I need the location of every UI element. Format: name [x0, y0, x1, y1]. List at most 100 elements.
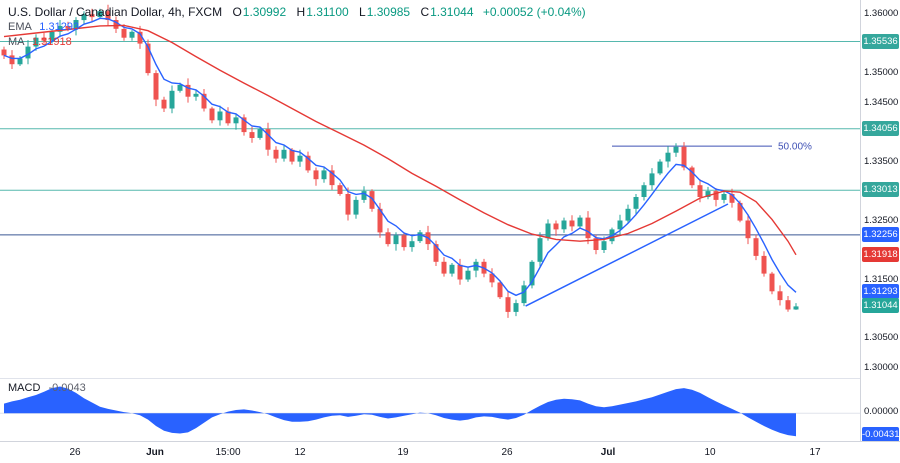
- price-level-badge: 1.34056: [862, 121, 899, 136]
- candle-body: [65, 25, 71, 29]
- candle-body: [177, 84, 183, 91]
- price-axis-label: 1.32500: [864, 215, 899, 226]
- ma-legend-row[interactable]: MA 1.31918: [8, 35, 586, 50]
- candle-body: [729, 194, 735, 203]
- main-price-pane[interactable]: 50.00%: [0, 0, 860, 378]
- candle-body: [41, 37, 47, 41]
- candle-body: [473, 261, 479, 271]
- price-axis[interactable]: 1.36000 1.35000 1.34500 1.33500 1.32500 1.315…: [860, 0, 900, 442]
- price-level-badge: 1.35536: [862, 34, 899, 49]
- candle-body: [121, 28, 127, 38]
- time-axis-label[interactable]: 19: [397, 447, 409, 458]
- candle-body: [617, 220, 623, 230]
- ma-line[interactable]: [3, 24, 797, 256]
- candle-body: [601, 241, 607, 250]
- time-axis-label[interactable]: Jun: [146, 447, 164, 458]
- ema-legend-row[interactable]: EMA 1.31293: [8, 20, 586, 35]
- time-axis-label[interactable]: 10: [704, 447, 716, 458]
- candle-body: [641, 185, 647, 197]
- candle-body: [33, 37, 39, 47]
- candle-body: [281, 149, 287, 159]
- symbol-legend-row[interactable]: U.S. Dollar / Canadian Dollar, 4h, FXCM …: [8, 4, 586, 20]
- time-axis-label[interactable]: 12: [294, 447, 306, 458]
- fib-50-label: 50.00%: [778, 142, 812, 153]
- candle-body: [793, 306, 799, 310]
- candle-body: [25, 46, 31, 59]
- candle-body: [321, 170, 327, 180]
- candle-body: [625, 208, 631, 221]
- candle-body: [385, 232, 391, 245]
- candle-body: [57, 25, 63, 32]
- high-value: 1.31100: [306, 5, 349, 19]
- time-axis-label[interactable]: 15:00: [215, 447, 241, 458]
- candle-body: [273, 149, 279, 159]
- candle-body: [401, 235, 407, 248]
- candle-body: [705, 191, 711, 197]
- candle-body: [721, 194, 727, 200]
- candle-body: [521, 285, 527, 304]
- price-axis-label: 1.33500: [864, 156, 899, 167]
- candle-body: [81, 14, 87, 21]
- macd-pane[interactable]: [0, 378, 860, 442]
- close-value: 1.31044: [430, 5, 474, 19]
- candle-body: [129, 31, 135, 38]
- time-axis-label[interactable]: 26: [69, 447, 81, 458]
- candle-body: [345, 194, 351, 215]
- candle-body: [49, 31, 55, 41]
- candle-body: [513, 303, 519, 312]
- low-value: 1.30985: [366, 5, 411, 19]
- macd-area: [4, 386, 796, 437]
- candle-body: [489, 273, 495, 283]
- candle-body: [753, 238, 759, 256]
- ma-value: 1.31918: [31, 36, 72, 48]
- ema-line[interactable]: [3, 17, 797, 297]
- macd-value: -0.0043: [48, 382, 86, 394]
- candle-body: [233, 117, 239, 124]
- candle-body: [145, 43, 151, 74]
- candle-body: [577, 217, 583, 227]
- macd-axis-zero-label: 0.00000: [864, 406, 899, 417]
- candle-body: [497, 282, 503, 298]
- candle-body: [89, 14, 95, 18]
- candle-body: [393, 235, 399, 245]
- candle-body: [745, 220, 751, 239]
- time-axis-label[interactable]: 26: [501, 447, 513, 458]
- candle-body: [681, 146, 687, 168]
- candle-body: [449, 264, 455, 274]
- open-label: O: [232, 5, 242, 19]
- candles-group[interactable]: [1, 4, 799, 318]
- candle-body: [369, 191, 375, 209]
- candle-body: [1, 49, 7, 56]
- candle-body: [585, 217, 591, 239]
- candle-body: [361, 191, 367, 200]
- candle-body: [161, 99, 167, 109]
- price-level-badge: 1.31293: [862, 284, 899, 299]
- candle-body: [289, 149, 295, 162]
- candle-body: [217, 111, 223, 121]
- candle-body: [329, 170, 335, 186]
- candle-body: [353, 199, 359, 215]
- candle-body: [713, 191, 719, 200]
- symbol-title[interactable]: U.S. Dollar / Canadian Dollar, 4h, FXCM: [8, 5, 223, 19]
- low-label: L: [359, 5, 366, 19]
- candle-body: [761, 255, 767, 274]
- time-axis[interactable]: 26 Jun 15:00 12 19 26 Jul 10 17: [0, 441, 900, 463]
- candle-body: [785, 300, 791, 310]
- candle-body: [313, 170, 319, 180]
- candle-body: [185, 84, 191, 97]
- high-label: H: [296, 5, 306, 19]
- candle-body: [169, 90, 175, 109]
- candle-body: [505, 297, 511, 312]
- candle-body: [737, 202, 743, 221]
- candle-body: [593, 238, 599, 250]
- time-axis-label[interactable]: Jul: [600, 447, 616, 458]
- candle-body: [17, 58, 23, 65]
- time-axis-label[interactable]: 17: [809, 447, 821, 458]
- candle-body: [113, 20, 119, 29]
- trendline[interactable]: [525, 203, 729, 307]
- candle-body: [225, 111, 231, 124]
- macd-legend-row[interactable]: MACD -0.0043: [8, 382, 86, 394]
- candle-body: [553, 223, 559, 230]
- open-value: 1.30992: [242, 5, 287, 19]
